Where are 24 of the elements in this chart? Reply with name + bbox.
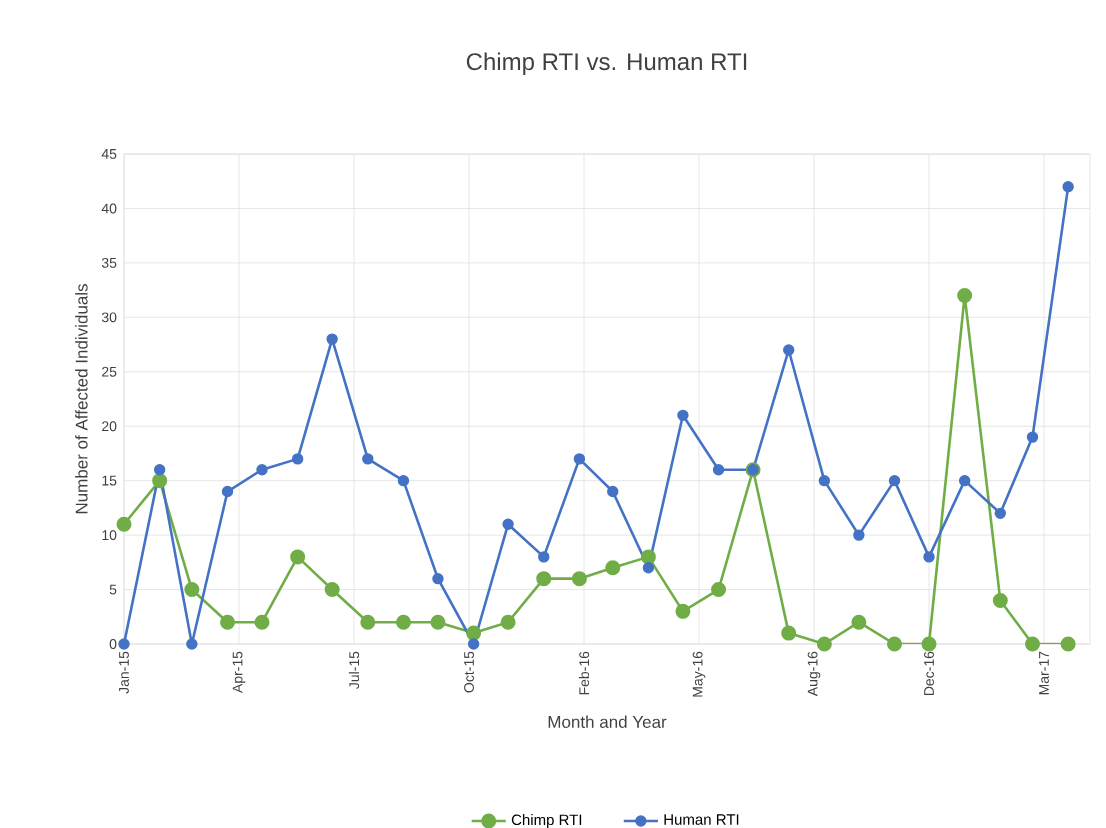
y-tick-label: 0 bbox=[109, 639, 117, 649]
x-tick-label: Dec-16 bbox=[924, 651, 934, 696]
x-tick-label: Oct-15 bbox=[464, 651, 474, 693]
y-tick-label: 25 bbox=[102, 366, 117, 377]
x-axis-title: Month and Year bbox=[548, 715, 667, 728]
x-tick-label: Jan-15 bbox=[119, 651, 129, 694]
y-tick-label: 10 bbox=[102, 530, 117, 541]
y-axis-title: Number of Affected Individuals bbox=[75, 284, 88, 514]
y-tick-label: 15 bbox=[102, 475, 117, 486]
y-tick-label: 5 bbox=[109, 584, 117, 595]
y-tick-label: 45 bbox=[101, 149, 117, 159]
y-tick-label: 30 bbox=[101, 312, 117, 323]
x-tick-label: Jul-15 bbox=[348, 651, 360, 689]
chart-title: Chimp RTI vs. Human RTI bbox=[466, 52, 747, 75]
y-tick-label: 40 bbox=[101, 203, 117, 214]
x-tick-label: Feb-16 bbox=[578, 651, 590, 695]
y-tick-label: 20 bbox=[102, 421, 117, 432]
y-tick-label: 35 bbox=[101, 257, 117, 268]
x-tick-label: Aug-16 bbox=[807, 651, 821, 697]
x-tick-label: May-16 bbox=[692, 651, 706, 697]
x-tick-label: Apr-15 bbox=[232, 651, 246, 694]
legend-label: Human RTI bbox=[664, 814, 739, 825]
x-tick-label: Mar-17 bbox=[1039, 651, 1049, 695]
legend-label: Chimp RTI bbox=[511, 814, 582, 828]
